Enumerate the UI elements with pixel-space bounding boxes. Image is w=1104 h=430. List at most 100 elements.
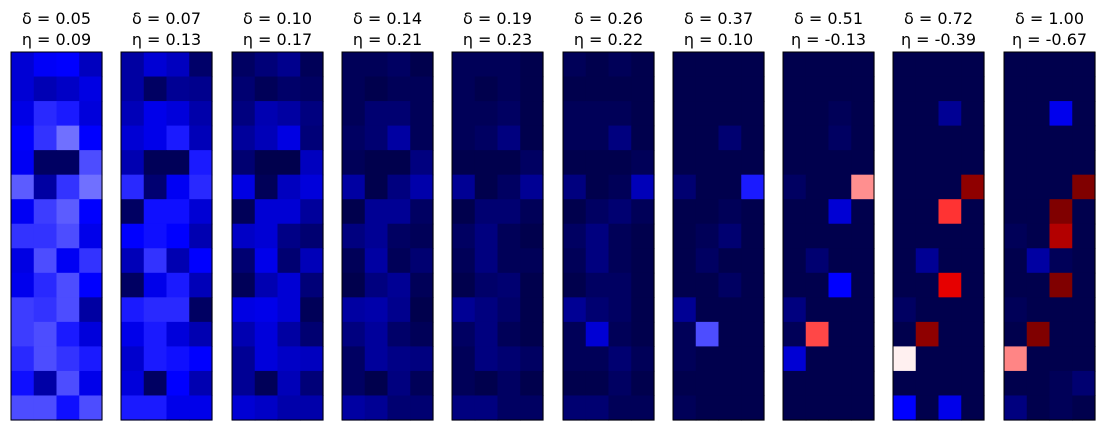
heatmap-cell [718,346,742,372]
heatmap-cell [300,101,324,127]
heatmap-cell [1072,101,1096,127]
heatmap-cell [1004,52,1028,78]
heatmap-cell [718,395,742,421]
heatmap-cell [410,223,434,249]
heatmap-cell [254,52,279,78]
heatmap-cell [938,199,962,225]
heatmap-cell [410,125,434,151]
heatmap-cell [56,346,80,372]
heatmap-cell [300,395,324,421]
heatmap-cell [277,150,301,176]
heatmap-cell [520,248,544,274]
heatmap-cell [143,346,168,372]
heatmap-cell [938,174,962,200]
heatmap-cell [300,150,324,176]
heatmap-cell [563,76,587,102]
heatmap-cell [56,52,80,78]
heatmap-cell [300,370,324,397]
heatmap-cell [1026,125,1051,151]
heatmap-cell [121,76,145,102]
heatmap-cell [232,223,256,249]
heatmap-cell [189,199,213,225]
panel-title-eta: η = -0.67 [1012,30,1087,49]
heatmap-cell [452,125,476,151]
heatmap-cell [608,272,632,298]
panel-title-delta: δ = 0.26 [574,9,643,28]
heatmap-cell [11,150,35,176]
heatmap-cell [608,150,632,176]
heatmap-cell [1004,297,1028,323]
heatmap-cell [563,346,587,372]
heatmap-cell [805,370,830,397]
heatmap-cell [452,52,476,78]
heatmap-cell [695,395,720,421]
heatmap-cell [673,199,697,225]
heatmap-cell [893,297,917,323]
heatmap-cell [277,174,301,200]
heatmap-cell [915,248,940,274]
heatmap-cell [915,272,940,298]
heatmap-cell [828,76,852,102]
heatmap-cell [79,297,103,323]
heatmap-cell [961,346,985,372]
heatmap-cell [342,370,366,397]
heatmap-cell [783,52,807,78]
heatmap-panel: δ = 0.37 η = 0.10 [672,9,765,421]
heatmap-panel: δ = 1.00 η = -0.67 [1003,9,1096,421]
heatmap-cell [1026,199,1051,225]
heatmap-cell [189,370,213,397]
heatmap-cell [741,297,765,323]
heatmap-cell [387,321,411,347]
heatmap-panel: δ = 0.72 η = -0.39 [892,9,985,421]
heatmap-cell [11,395,35,421]
heatmap-cell [805,248,830,274]
heatmap-cell [718,52,742,78]
heatmap-cell [695,199,720,225]
heatmap-cell [166,125,190,151]
heatmap-cell [938,272,962,298]
heatmap-cell [961,272,985,298]
heatmap-cell [300,272,324,298]
heatmap-cell [1049,223,1073,249]
heatmap-cell [851,174,875,200]
heatmap-cell [631,321,655,347]
heatmap-cell [608,125,632,151]
panel-title-eta: η = 0.22 [574,30,643,49]
heatmap-cell [695,76,720,102]
heatmap-cell [673,174,697,200]
heatmap-cell [277,321,301,347]
heatmap-cell [364,125,389,151]
heatmap-cell [497,321,521,347]
heatmap-panel: δ = 0.05 η = 0.09 [10,9,103,421]
heatmap-cell [254,248,279,274]
heatmap-cell [166,199,190,225]
heatmap-cell [893,321,917,347]
heatmap-cell [563,370,587,397]
heatmap-cell [805,346,830,372]
heatmap-cell [631,248,655,274]
heatmap-cell [1049,125,1073,151]
heatmap-cell [452,76,476,102]
heatmap-cell [189,125,213,151]
heatmap-cell [893,174,917,200]
heatmap-cell [828,101,852,127]
heatmap-cell [520,223,544,249]
heatmap-cell [121,395,145,421]
heatmap-cell [1049,272,1073,298]
heatmap-cell [79,52,103,78]
heatmap-cell [166,223,190,249]
heatmap-cell [851,395,875,421]
heatmap-cell [1004,174,1028,200]
heatmap-cell [828,150,852,176]
heatmap-cell [56,272,80,298]
heatmap-cell [79,174,103,200]
heatmap-cell [79,395,103,421]
heatmap-cell [410,395,434,421]
heatmap-cell [474,272,499,298]
heatmap-cell [277,52,301,78]
heatmap-cell [232,346,256,372]
heatmap-cell [718,76,742,102]
heatmap-cell [56,150,80,176]
heatmap-cell [33,248,58,274]
